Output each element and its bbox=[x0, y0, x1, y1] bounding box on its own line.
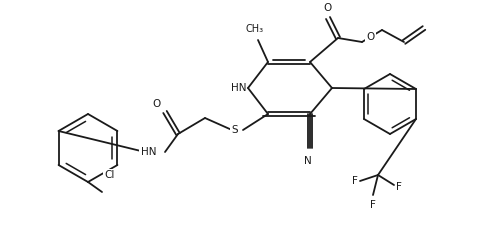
Text: F: F bbox=[352, 176, 358, 186]
Text: S: S bbox=[231, 125, 238, 135]
Text: F: F bbox=[370, 200, 376, 210]
Text: O: O bbox=[366, 32, 374, 42]
Text: O: O bbox=[153, 99, 161, 109]
Text: HN: HN bbox=[141, 147, 156, 157]
Text: O: O bbox=[324, 3, 332, 13]
Text: HN: HN bbox=[230, 83, 246, 93]
Text: F: F bbox=[396, 182, 402, 192]
Text: CH₃: CH₃ bbox=[246, 24, 264, 34]
Text: Cl: Cl bbox=[104, 170, 115, 180]
Text: N: N bbox=[304, 156, 312, 166]
